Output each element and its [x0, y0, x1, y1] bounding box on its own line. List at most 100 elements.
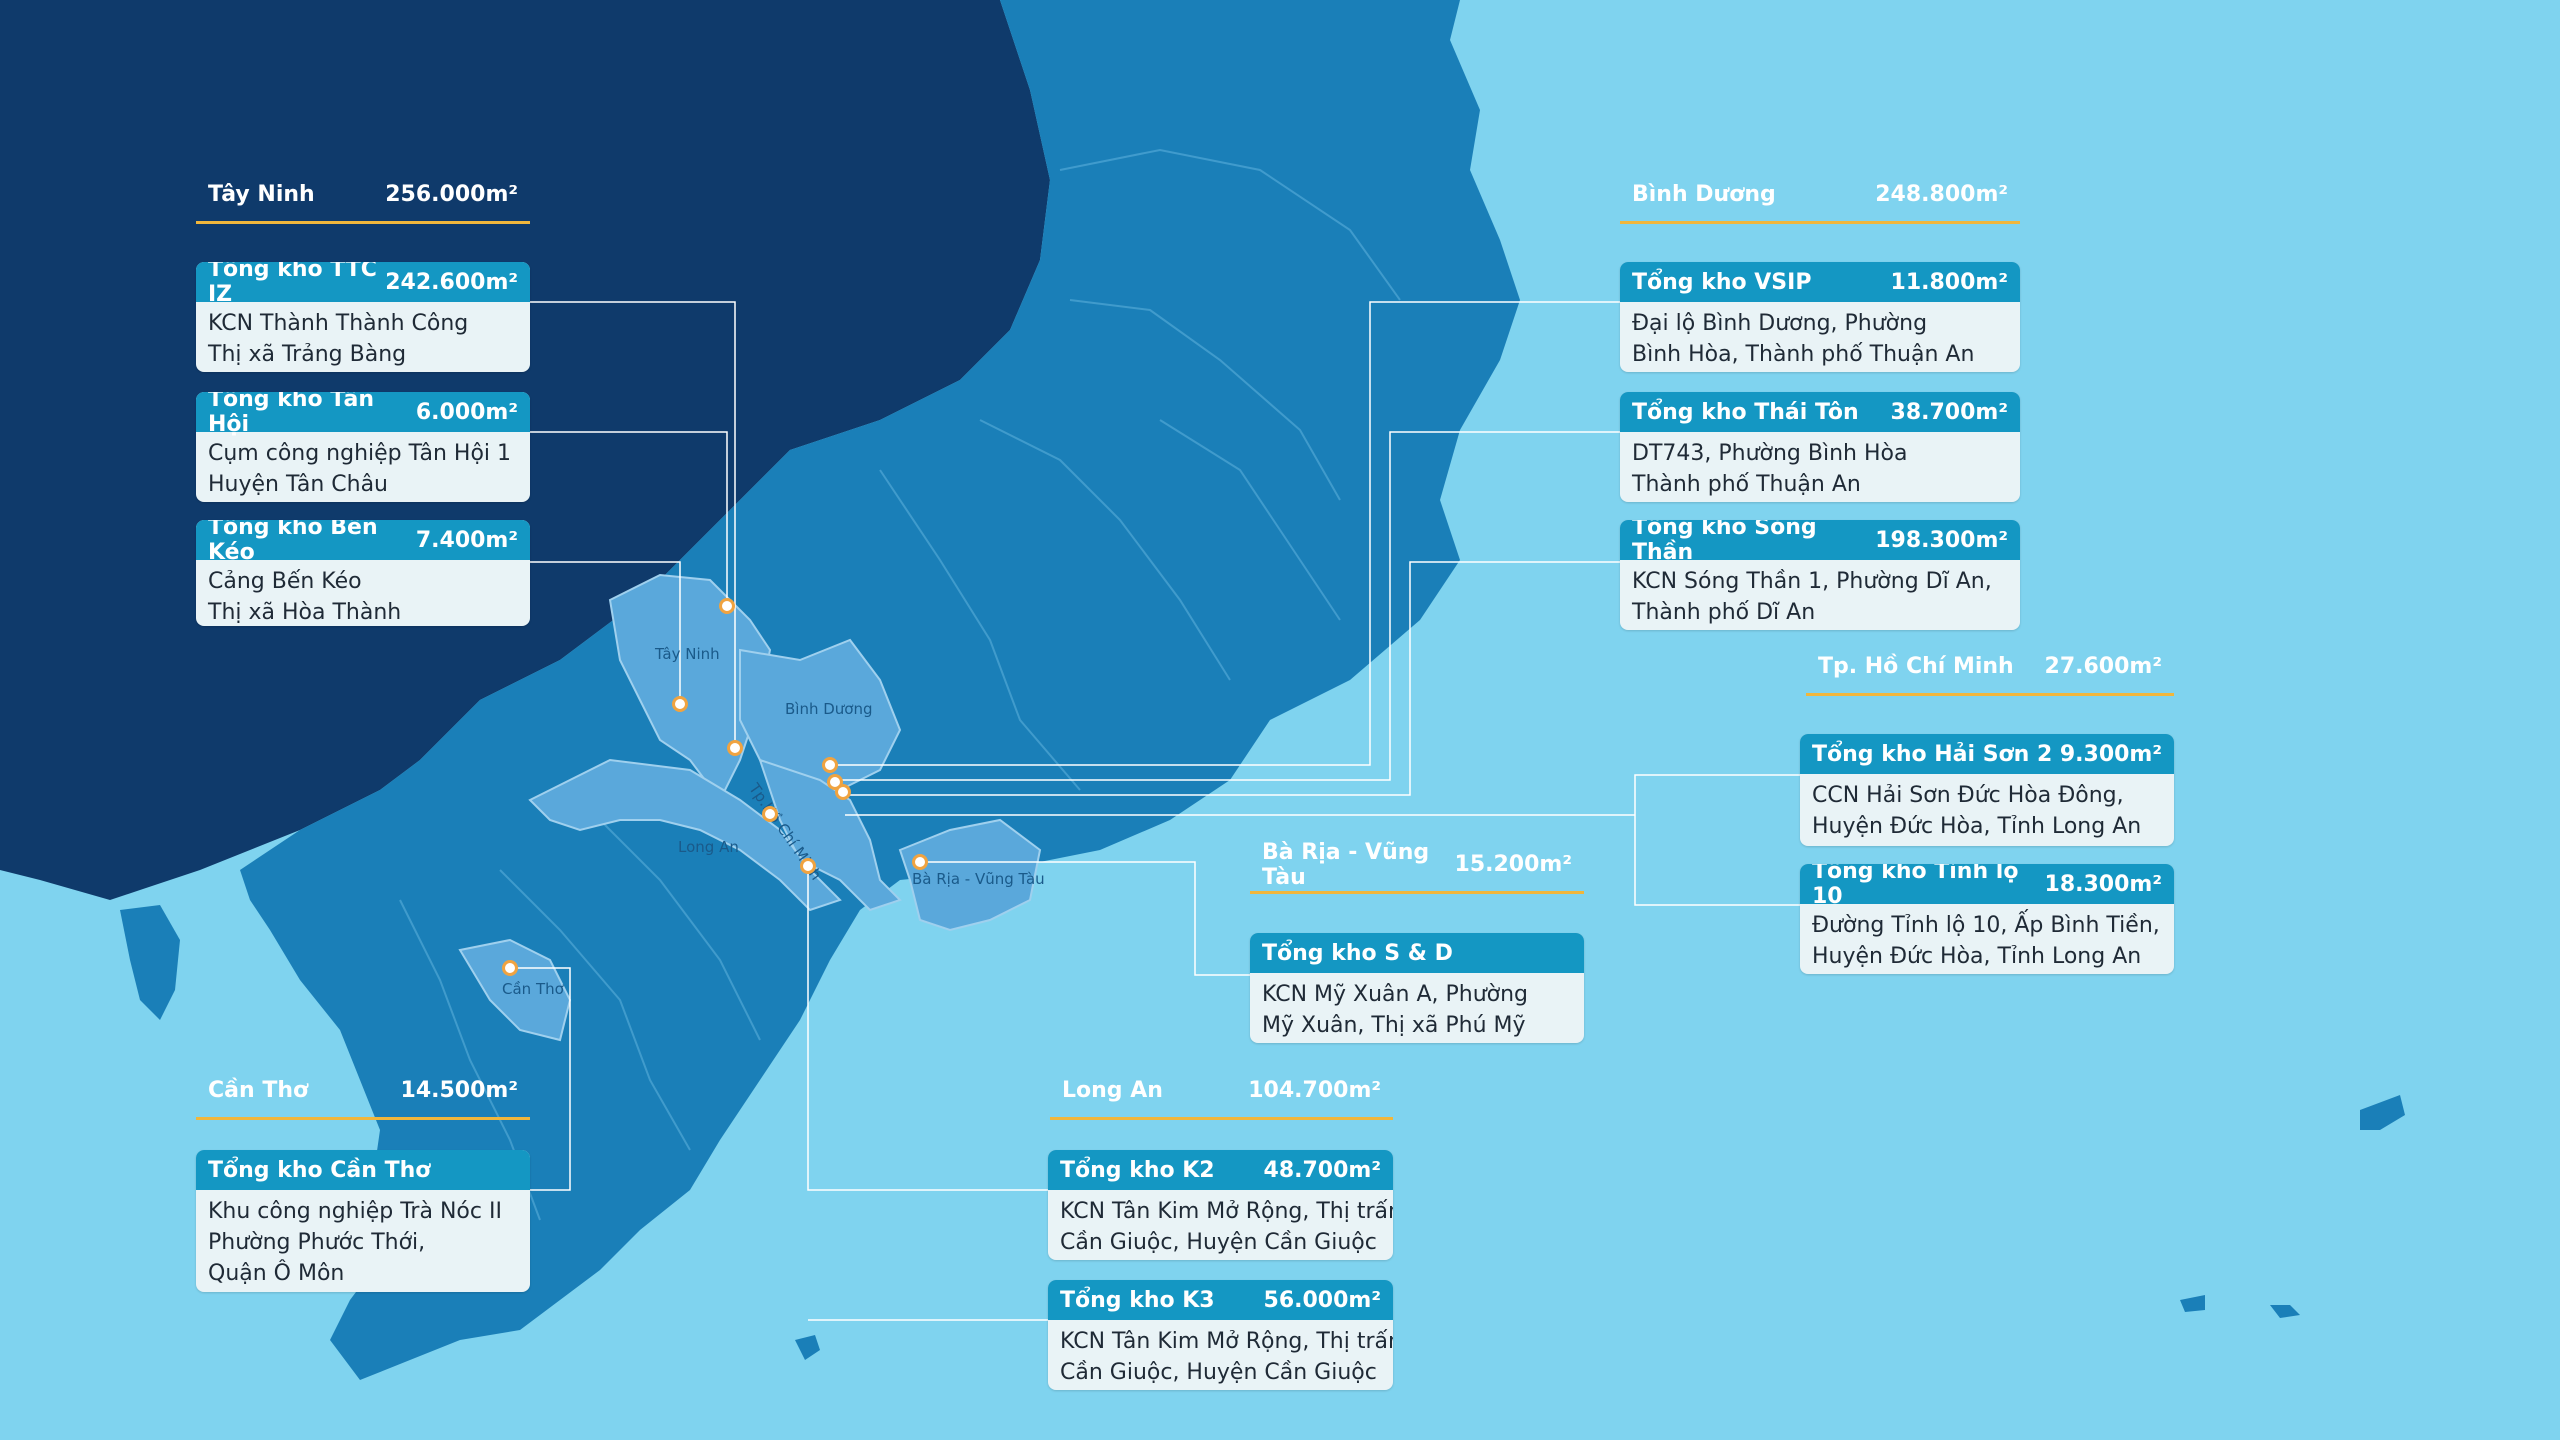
card-body: KCN Thành Thành Công Thị xã Trảng Bàng [196, 302, 530, 372]
warehouse-area: 48.700m² [1263, 1157, 1381, 1183]
address-line: Thành phố Dĩ An [1632, 600, 1816, 625]
location-pin-ttc[interactable] [727, 740, 743, 756]
warehouse-name: Tổng kho TTC IZ [208, 262, 377, 307]
long-an-province [528, 758, 842, 912]
warehouse-name: Tổng kho VSIP [1632, 269, 1812, 295]
location-pin-vsip[interactable] [822, 757, 838, 773]
map-label-binh-duong: Bình Dương [785, 700, 873, 718]
card-body: KCN Tân Kim Mở Rộng, Thị trấn Cần Giuộc,… [1048, 1190, 1393, 1260]
location-pin-tan-hoi[interactable] [719, 598, 735, 614]
warehouse-area: 38.700m² [1890, 399, 2008, 425]
warehouse-name: Tổng kho Bến Kéo [208, 520, 378, 565]
can-tho-province [458, 938, 572, 1042]
leader-ttc [530, 301, 736, 748]
address-line: KCN Thành Thành Công [208, 311, 469, 336]
leader-k2k3 [807, 866, 1048, 1191]
location-pin-hcm[interactable] [762, 806, 778, 822]
card-body: KCN Tân Kim Mở Rộng, Thị trấn Cần Giuộc,… [1048, 1320, 1393, 1390]
address-line: KCN Tân Kim Mở Rộng, Thị trấn [1060, 1329, 1393, 1354]
region-name: Bà Rịa - Vũng Tàu [1262, 839, 1430, 890]
region-area: 248.800m² [1875, 182, 2008, 207]
address-line: KCN Mỹ Xuân A, Phường [1262, 982, 1529, 1007]
region-header-br-vt: Bà Rịa - Vũng Tàu 15.200m² [1250, 838, 1584, 894]
card-header: Tổng kho Tỉnh lộ 10 18.300m² [1800, 864, 2174, 909]
leader-tanhoi [530, 431, 728, 606]
warehouse-area: 56.000m² [1263, 1287, 1381, 1313]
card-body: Cảng Bến Kéo Thị xã Hòa Thành [196, 560, 530, 626]
address-line: Huyện Tân Châu [208, 472, 388, 497]
warehouse-area: 9.300m² [2059, 741, 2162, 767]
card-body: KCN Sóng Thần 1, Phường Dĩ An, Thành phố… [1620, 560, 2020, 630]
warehouse-name: Tổng kho Hải Sơn 2 [1812, 741, 2053, 767]
card-body: CCN Hải Sơn Đức Hòa Đông, Huyện Đức Hòa,… [1800, 774, 2174, 846]
warehouse-card-k2[interactable]: Tổng kho K2 48.700m² KCN Tân Kim Mở Rộng… [1048, 1150, 1393, 1260]
warehouse-area: 242.600m² [385, 269, 518, 295]
leader-thaiton [835, 431, 1620, 781]
address-line: Cần Giuộc, Huyện Cần Giuộc [1060, 1360, 1377, 1385]
leader-lines [510, 301, 1800, 1321]
region-name: Tp. Hồ Chí Minh [1818, 654, 2014, 679]
location-pin-song-than[interactable] [835, 784, 851, 800]
highlighted-provinces [458, 573, 1042, 1042]
warehouse-card-tinh-lo-10[interactable]: Tổng kho Tỉnh lộ 10 18.300m² Đường Tỉnh … [1800, 864, 2174, 974]
br-vt-province [898, 818, 1042, 932]
address-line: Thị xã Trảng Bàng [208, 342, 407, 367]
location-pin-br-vt[interactable] [912, 854, 928, 870]
card-header: Tổng kho S & D [1250, 933, 1584, 973]
warehouse-card-ttc-iz[interactable]: Tổng kho TTC IZ 242.600m² KCN Thành Thàn… [196, 262, 530, 372]
address-line: KCN Sóng Thần 1, Phường Dĩ An, [1632, 569, 1992, 594]
warehouse-card-can-tho[interactable]: Tổng kho Cần Thơ Khu công nghiệp Trà Nóc… [196, 1150, 530, 1292]
card-header: Tổng kho Tân Hội 6.000m² [196, 392, 530, 437]
warehouse-card-vsip[interactable]: Tổng kho VSIP 11.800m² Đại lộ Bình Dương… [1620, 262, 2020, 372]
warehouse-card-tan-hoi[interactable]: Tổng kho Tân Hội 6.000m² Cụm công nghiệp… [196, 392, 530, 502]
region-header-binh-duong: Bình Dương 248.800m² [1620, 168, 2020, 224]
map-label-br-vt: Bà Rịa - Vũng Tàu [912, 870, 1045, 888]
warehouse-area: 6.000m² [415, 399, 518, 425]
card-header: Tổng kho Hải Sơn 2 9.300m² [1800, 734, 2174, 774]
card-header: Tổng kho Sóng Thần 198.300m² [1620, 520, 2020, 565]
region-header-can-tho: Cần Thơ 14.500m² [196, 1064, 530, 1120]
location-pin-can-tho[interactable] [502, 960, 518, 976]
region-area: 27.600m² [2044, 654, 2162, 679]
address-line: Đường Tỉnh lộ 10, Ấp Bình Tiền, [1812, 913, 2160, 938]
location-pin-long-an[interactable] [800, 858, 816, 874]
location-pin-ben-keo[interactable] [672, 696, 688, 712]
truong-sa-island-1 [2360, 1095, 2405, 1130]
warehouse-card-ben-keo[interactable]: Tổng kho Bến Kéo 7.400m² Cảng Bến Kéo Th… [196, 520, 530, 626]
province-borders [399, 148, 1401, 1221]
warehouse-card-song-than[interactable]: Tổng kho Sóng Thần 198.300m² KCN Sóng Th… [1620, 520, 2020, 630]
truong-sa-island-3 [2270, 1305, 2300, 1318]
warehouse-card-k3[interactable]: Tổng kho K3 56.000m² KCN Tân Kim Mở Rộng… [1048, 1280, 1393, 1390]
card-body: Đại lộ Bình Dương, Phường Bình Hòa, Thàn… [1620, 302, 2020, 372]
card-header: Tổng kho K3 56.000m² [1048, 1280, 1393, 1320]
card-header: Tổng kho Bến Kéo 7.400m² [196, 520, 530, 565]
warehouse-card-hai-son-2[interactable]: Tổng kho Hải Sơn 2 9.300m² CCN Hải Sơn Đ… [1800, 734, 2174, 846]
address-line: Khu công nghiệp Trà Nóc II [208, 1199, 502, 1224]
map-label-long-an: Long An [678, 838, 739, 856]
region-name: Bình Dương [1632, 182, 1776, 207]
card-body: DT743, Phường Bình Hòa Thành phố Thuận A… [1620, 432, 2020, 502]
region-area: 15.200m² [1454, 852, 1572, 877]
region-header-hcm: Tp. Hồ Chí Minh 27.600m² [1806, 640, 2174, 696]
leader-cantho [510, 967, 571, 1191]
map-label-can-tho: Cần Thơ [502, 980, 564, 998]
region-header-tay-ninh: Tây Ninh 256.000m² [196, 168, 530, 224]
warehouse-area: 11.800m² [1890, 269, 2008, 295]
address-line: Đại lộ Bình Dương, Phường [1632, 311, 1928, 336]
leader-benkeo [530, 561, 681, 704]
address-line: Thị xã Hòa Thành [208, 600, 402, 625]
address-line: DT743, Phường Bình Hòa [1632, 441, 1908, 466]
card-header: Tổng kho Thái Tôn 38.700m² [1620, 392, 2020, 432]
card-header: Tổng kho VSIP 11.800m² [1620, 262, 2020, 302]
region-area: 14.500m² [400, 1078, 518, 1103]
phu-quoc-island [120, 905, 180, 1020]
warehouse-card-s-and-d[interactable]: Tổng kho S & D KCN Mỹ Xuân A, Phường Mỹ … [1250, 933, 1584, 1043]
truong-sa-island-2 [2180, 1295, 2205, 1312]
address-line: Quận Ô Môn [208, 1261, 345, 1286]
warehouse-area: 7.400m² [415, 527, 518, 553]
warehouse-card-thai-ton[interactable]: Tổng kho Thái Tôn 38.700m² DT743, Phường… [1620, 392, 2020, 502]
region-area: 104.700m² [1248, 1078, 1381, 1103]
warehouse-name: Tổng kho K3 [1060, 1287, 1215, 1313]
leader-sd [920, 861, 1250, 976]
warehouse-name: Tổng kho K2 [1060, 1157, 1215, 1183]
